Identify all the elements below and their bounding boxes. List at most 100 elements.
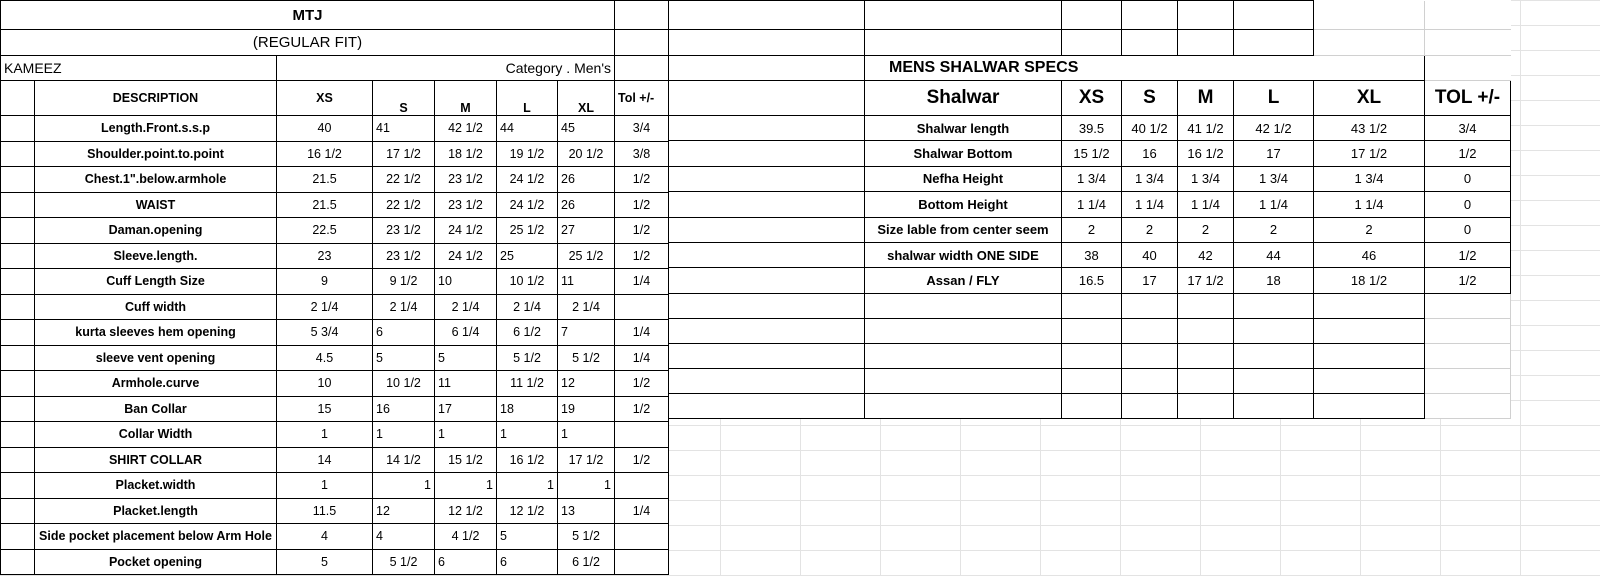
cell[interactable] xyxy=(668,317,865,344)
size-value[interactable] xyxy=(614,472,669,499)
size-value[interactable]: 2 xyxy=(1233,216,1314,243)
size-value[interactable]: 10 1/2 xyxy=(496,268,558,295)
size-value[interactable]: 17 xyxy=(434,395,497,422)
size-value[interactable]: 1 xyxy=(557,472,615,499)
size-value[interactable] xyxy=(614,548,669,575)
cell[interactable] xyxy=(1177,317,1234,344)
cell[interactable] xyxy=(0,115,35,142)
cell[interactable] xyxy=(1313,29,1425,56)
column-header[interactable]: Shalwar xyxy=(864,80,1062,116)
cell[interactable] xyxy=(668,342,865,369)
column-header[interactable]: DESCRIPTION xyxy=(34,80,277,116)
category-label[interactable]: Category . Men's xyxy=(276,55,615,81)
size-value[interactable]: 16 1/2 xyxy=(496,446,558,473)
cell[interactable] xyxy=(1313,317,1425,344)
cell[interactable] xyxy=(1061,0,1122,30)
cell[interactable] xyxy=(1121,292,1178,319)
size-value[interactable]: 44 xyxy=(1233,241,1314,269)
size-value[interactable]: 22 1/2 xyxy=(372,191,435,218)
cell[interactable] xyxy=(1313,0,1425,30)
cell[interactable] xyxy=(864,367,1062,394)
size-value[interactable]: 1 3/4 xyxy=(1121,165,1178,193)
size-value[interactable]: 19 xyxy=(557,395,615,422)
size-value[interactable]: 2 xyxy=(1121,216,1178,243)
cell[interactable] xyxy=(0,344,35,371)
cell[interactable] xyxy=(668,267,865,294)
cell[interactable] xyxy=(1177,392,1234,419)
cell[interactable] xyxy=(0,421,35,448)
row-label[interactable]: SHIRT COLLAR xyxy=(34,446,277,473)
size-value[interactable]: 17 1/2 xyxy=(372,140,435,167)
size-value[interactable]: 1 xyxy=(372,421,435,448)
size-value[interactable]: 1 1/4 xyxy=(1121,191,1178,218)
cell[interactable] xyxy=(864,317,1062,344)
cell[interactable] xyxy=(668,140,865,167)
size-value[interactable]: 5 xyxy=(276,548,373,575)
size-value[interactable]: 43 1/2 xyxy=(1313,114,1425,142)
size-value[interactable]: 6 1/2 xyxy=(496,319,558,346)
size-value[interactable]: 16 1/2 xyxy=(276,140,373,167)
size-value[interactable]: 1/4 xyxy=(614,268,669,295)
cell[interactable] xyxy=(0,268,35,295)
cell[interactable] xyxy=(1121,367,1178,394)
size-value[interactable]: 17 xyxy=(1233,140,1314,167)
size-value[interactable]: 1/4 xyxy=(614,497,669,524)
cell[interactable] xyxy=(1233,0,1314,30)
cell[interactable] xyxy=(1177,292,1234,319)
cell[interactable] xyxy=(0,497,35,524)
cell[interactable] xyxy=(1121,317,1178,344)
size-value[interactable]: 3/8 xyxy=(614,140,669,167)
cell[interactable] xyxy=(668,114,865,142)
size-value[interactable]: 17 1/2 xyxy=(557,446,615,473)
size-value[interactable]: 5 1/2 xyxy=(557,344,615,371)
cell[interactable] xyxy=(0,523,35,550)
cell[interactable] xyxy=(668,216,865,243)
size-value[interactable]: 40 1/2 xyxy=(1121,114,1178,142)
size-value[interactable]: 5 xyxy=(434,344,497,371)
size-value[interactable]: 16.5 xyxy=(1061,267,1122,294)
size-value[interactable]: 17 1/2 xyxy=(1313,140,1425,167)
size-value[interactable]: 4 xyxy=(276,523,373,550)
size-value[interactable]: 1 xyxy=(434,421,497,448)
size-value[interactable]: 41 1/2 xyxy=(1177,114,1234,142)
cell[interactable] xyxy=(1061,292,1122,319)
size-value[interactable]: 23 xyxy=(276,242,373,269)
column-header[interactable]: XS xyxy=(1061,80,1122,116)
size-value[interactable]: 18 xyxy=(1233,267,1314,294)
cell[interactable] xyxy=(1177,342,1234,369)
size-value[interactable]: 10 xyxy=(276,370,373,397)
cell[interactable] xyxy=(1233,292,1314,319)
cell[interactable] xyxy=(0,166,35,193)
size-value[interactable]: 0 xyxy=(1424,216,1511,243)
cell[interactable] xyxy=(0,140,35,167)
size-value[interactable] xyxy=(614,523,669,550)
size-value[interactable]: 38 xyxy=(1061,241,1122,269)
cell[interactable] xyxy=(1061,392,1122,419)
size-value[interactable]: 1/2 xyxy=(1424,267,1511,294)
cell[interactable] xyxy=(0,395,35,422)
cell[interactable] xyxy=(1121,392,1178,419)
size-value[interactable]: 18 xyxy=(496,395,558,422)
cell[interactable] xyxy=(0,293,35,320)
size-value[interactable]: 1/2 xyxy=(1424,140,1511,167)
size-value[interactable]: 21.5 xyxy=(276,166,373,193)
size-value[interactable]: 6 xyxy=(372,319,435,346)
row-label[interactable]: Sleeve.length. xyxy=(34,242,277,269)
size-value[interactable]: 1 1/4 xyxy=(1233,191,1314,218)
size-value[interactable]: 1 xyxy=(372,472,435,499)
cell[interactable] xyxy=(1121,0,1178,30)
column-header[interactable]: XS xyxy=(276,80,373,116)
size-value[interactable]: 11 xyxy=(557,268,615,295)
cell[interactable] xyxy=(668,191,865,218)
size-value[interactable]: 18 1/2 xyxy=(434,140,497,167)
size-value[interactable]: 46 xyxy=(1313,241,1425,269)
row-label[interactable]: Ban Collar xyxy=(34,395,277,422)
row-label[interactable]: Bottom Height xyxy=(864,191,1062,218)
size-value[interactable]: 1/4 xyxy=(614,319,669,346)
size-value[interactable]: 1/2 xyxy=(614,166,669,193)
size-value[interactable]: 26 xyxy=(557,191,615,218)
cell[interactable] xyxy=(1313,342,1425,369)
size-value[interactable]: 2 xyxy=(1313,216,1425,243)
row-label[interactable]: Cuff Length Size xyxy=(34,268,277,295)
cell[interactable] xyxy=(864,392,1062,419)
